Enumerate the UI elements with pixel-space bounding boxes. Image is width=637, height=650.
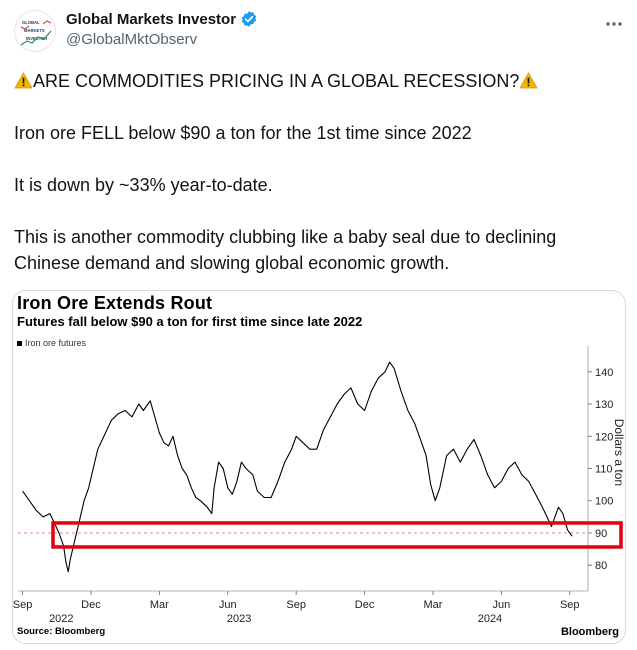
- y-tick-label: 130: [595, 399, 613, 411]
- warning-icon: [14, 72, 33, 89]
- chart-source: Source: Bloomberg: [17, 626, 106, 637]
- x-tick-label: Sep: [13, 599, 32, 611]
- handle[interactable]: @GlobalMktObserv: [66, 31, 198, 48]
- chart-title: Iron Ore Extends Rout: [17, 293, 213, 313]
- x-year-label: 2024: [478, 613, 502, 625]
- chart-subtitle: Futures fall below $90 a ton for first t…: [17, 314, 363, 329]
- tweet-line-1: ARE COMMODITIES PRICING IN A GLOBAL RECE…: [14, 68, 619, 94]
- y-tick-label: 120: [595, 431, 613, 443]
- legend-swatch: [17, 340, 22, 346]
- x-tick-label: Jun: [219, 599, 237, 611]
- highlight-box: [51, 521, 623, 549]
- tweet-line-3: It is down by ~33% year-to-date.: [14, 175, 273, 195]
- line-chart: 80 90 100 110 120 130 140 Dollars a ton Sep Dec Ma…: [13, 346, 626, 625]
- y-axis-label: Dollars a ton: [612, 419, 626, 486]
- chart-legend: Iron ore futures: [17, 338, 86, 348]
- avatar-line-1: GLOBAL: [22, 20, 40, 25]
- more-options-icon[interactable]: [604, 14, 624, 34]
- tweet-line-2: Iron ore FELL below $90 a ton for the 1s…: [14, 123, 472, 143]
- tweet-text: ARE COMMODITIES PRICING IN A GLOBAL RECE…: [14, 68, 619, 276]
- avatar-line-2: MARKETS: [24, 28, 45, 33]
- x-tick-label: Mar: [150, 599, 169, 611]
- display-name[interactable]: Global Markets Investor: [66, 10, 237, 28]
- x-year-label: 2023: [227, 613, 251, 625]
- avatar-logo-icon: GLOBAL MARKETS INVESTOR: [20, 20, 52, 46]
- y-tick-label: 110: [595, 464, 613, 476]
- x-year-label: 2022: [49, 613, 73, 625]
- series-line-iron-ore: [22, 361, 573, 573]
- y-tick-label: 80: [595, 560, 607, 572]
- y-tick-label: 100: [595, 496, 613, 508]
- warning-icon: [519, 72, 539, 89]
- tweet-header: GLOBAL MARKETS INVESTOR Global Markets I…: [14, 8, 624, 54]
- tweet-line-4: This is another commodity clubbing like …: [14, 227, 557, 273]
- x-tick-label: Dec: [355, 599, 375, 611]
- name-row: Global Markets Investor: [66, 10, 258, 28]
- x-tick-label: Sep: [560, 599, 580, 611]
- legend-label: Iron ore futures: [25, 338, 87, 348]
- tweet-headline: ARE COMMODITIES PRICING IN A GLOBAL RECE…: [33, 71, 520, 91]
- bloomberg-logo: Bloomberg: [560, 626, 619, 638]
- avatar[interactable]: GLOBAL MARKETS INVESTOR: [14, 10, 56, 52]
- x-tick-label: Jun: [492, 599, 510, 611]
- chart-image[interactable]: Iron Ore Extends Rout Futures fall below…: [12, 290, 626, 644]
- x-tick-label: Dec: [81, 599, 101, 611]
- y-tick-label: 140: [595, 367, 613, 379]
- x-tick-label: Mar: [423, 599, 442, 611]
- x-tick-label: Sep: [286, 599, 306, 611]
- verified-badge-icon: [241, 11, 257, 27]
- y-tick-label: 90: [595, 528, 607, 540]
